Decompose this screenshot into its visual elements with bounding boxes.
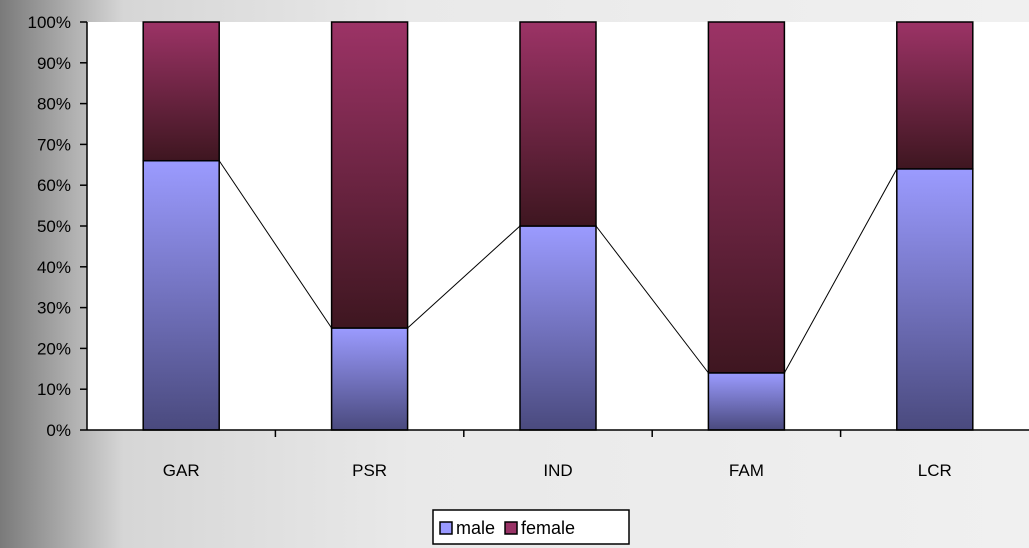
legend-label-female: female xyxy=(521,518,575,538)
y-tick-label: 10% xyxy=(37,380,71,399)
y-tick-label: 80% xyxy=(37,95,71,114)
bar-female-lcr xyxy=(896,21,974,170)
connector-line-1 xyxy=(218,160,333,329)
legend-box xyxy=(432,509,630,545)
bar-female-psr xyxy=(330,21,409,329)
bar-male-lcr xyxy=(896,168,974,431)
connector-line-3 xyxy=(595,225,709,374)
bar-female-gar xyxy=(142,21,220,162)
x-tick-label-ind: IND xyxy=(543,461,572,480)
legend-swatch-male xyxy=(439,521,453,535)
bar-male-gar xyxy=(142,159,220,431)
bar-male-ind xyxy=(519,225,597,431)
bar-male-fam xyxy=(707,372,786,431)
connector-line-4 xyxy=(783,168,898,374)
bar-female-fam xyxy=(707,21,786,374)
bar-female-ind xyxy=(519,21,597,227)
y-tick-label: 30% xyxy=(37,299,71,318)
bar-male-psr xyxy=(330,327,409,431)
y-tick-label: 100% xyxy=(28,13,71,32)
y-tick-label: 20% xyxy=(37,339,71,358)
y-tick-label: 60% xyxy=(37,176,71,195)
x-tick-label-gar: GAR xyxy=(163,461,200,480)
y-tick-label: 50% xyxy=(37,217,71,236)
y-tick-label: 40% xyxy=(37,258,71,277)
connector-line-2 xyxy=(407,225,521,329)
y-tick-label: 90% xyxy=(37,54,71,73)
y-tick-label: 70% xyxy=(37,135,71,154)
legend-label-male: male xyxy=(456,518,495,538)
x-tick-label-lcr: LCR xyxy=(918,461,952,480)
y-tick-label: 0% xyxy=(46,421,71,440)
x-tick-label-psr: PSR xyxy=(352,461,387,480)
x-tick-label-fam: FAM xyxy=(729,461,764,480)
legend: male female xyxy=(432,509,630,545)
legend-swatch-female xyxy=(504,521,518,535)
